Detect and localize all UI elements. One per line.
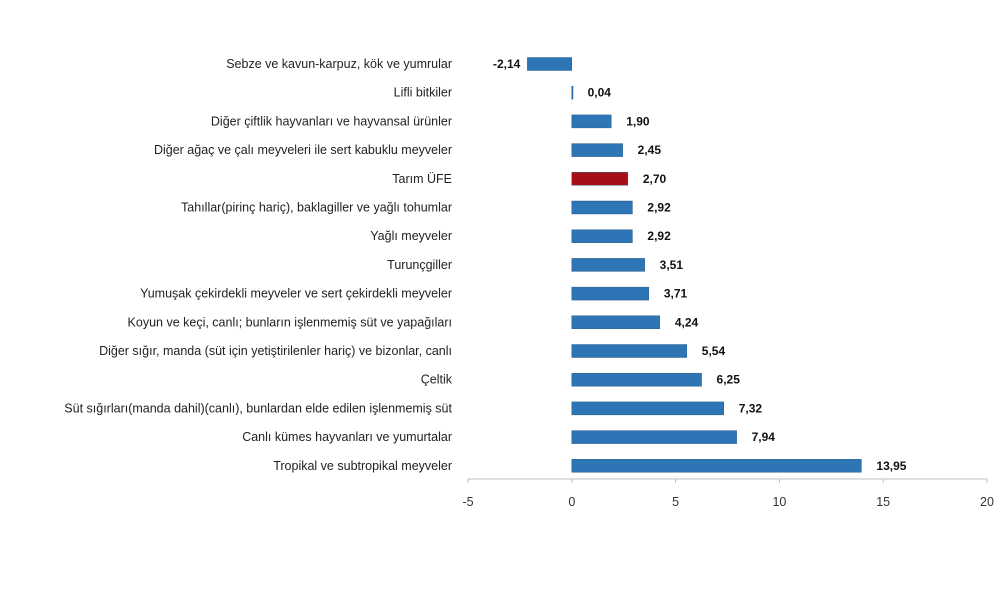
bar [527, 57, 572, 71]
x-tick-label: 5 [672, 495, 679, 509]
value-label: 5,54 [702, 344, 726, 358]
x-tick-label: 0 [568, 495, 575, 509]
category-label: Sebze ve kavun-karpuz, kök ve yumrular [226, 57, 452, 71]
x-tick-label: 10 [772, 495, 786, 509]
category-label: Diğer ağaç ve çalı meyveleri ile sert ka… [154, 143, 452, 157]
bar [571, 315, 661, 329]
value-label: 2,70 [643, 172, 667, 186]
value-label: 4,24 [675, 315, 699, 329]
bar [571, 229, 633, 243]
bars-group [527, 57, 862, 473]
category-label: Koyun ve keçi, canlı; bunların işlenmemi… [128, 315, 452, 329]
category-label: Canlı kümes hayvanları ve yumurtalar [242, 430, 452, 444]
category-label: Çeltik [421, 373, 453, 387]
value-label: 2,45 [638, 143, 662, 157]
value-label: 7,32 [739, 401, 763, 415]
x-tick-label: 20 [980, 495, 994, 509]
bar [571, 258, 645, 272]
value-label: 7,94 [752, 430, 776, 444]
value-labels-group: -2,14 0,04 1,90 2,45 2,70 2,92 2,92 3,51 3,71 4,2… [493, 57, 907, 473]
x-tick-label: -5 [462, 495, 473, 509]
bar [571, 430, 737, 444]
value-label: 3,51 [660, 258, 684, 272]
bar [571, 286, 650, 301]
value-label: 2,92 [647, 201, 671, 215]
category-labels-group: Sebze ve kavun-karpuz, kök ve yumrular Li… [64, 57, 452, 473]
category-label: Diğer çiftlik hayvanları ve hayvansal ür… [211, 114, 452, 128]
category-label: Tropikal ve subtropikal meyveler [273, 459, 452, 473]
value-label: 0,04 [588, 86, 612, 100]
value-label: 1,90 [626, 114, 650, 128]
category-label: Lifli bitkiler [394, 86, 452, 100]
value-label: 2,92 [647, 229, 671, 243]
category-label: Tarım ÜFE [392, 172, 452, 186]
value-label: 6,25 [717, 373, 741, 387]
category-label: Tahıllar(pirinç hariç), baklagiller ve y… [181, 201, 452, 215]
category-label: Turunçgiller [387, 258, 452, 272]
category-label: Yağlı meyveler [370, 229, 452, 243]
value-label: 3,71 [664, 287, 688, 301]
bar [571, 114, 612, 129]
category-label: Süt sığırları(manda dahil)(canlı), bunla… [64, 401, 452, 415]
bar [571, 373, 702, 387]
x-tick-label: 15 [876, 495, 890, 509]
category-label: Diğer sığır, manda (süt için yetiştirile… [99, 344, 452, 358]
value-label: -2,14 [493, 57, 521, 71]
bar [571, 200, 633, 215]
x-axis: -5 0 5 10 15 20 [462, 478, 994, 509]
bar [571, 401, 724, 416]
category-label: Yumuşak çekirdekli meyveler ve sert çeki… [140, 287, 452, 301]
bar [571, 85, 574, 100]
bar [571, 143, 623, 157]
value-label: 13,95 [876, 459, 906, 473]
bar [571, 172, 629, 186]
bar [571, 344, 688, 358]
bar [571, 459, 862, 473]
